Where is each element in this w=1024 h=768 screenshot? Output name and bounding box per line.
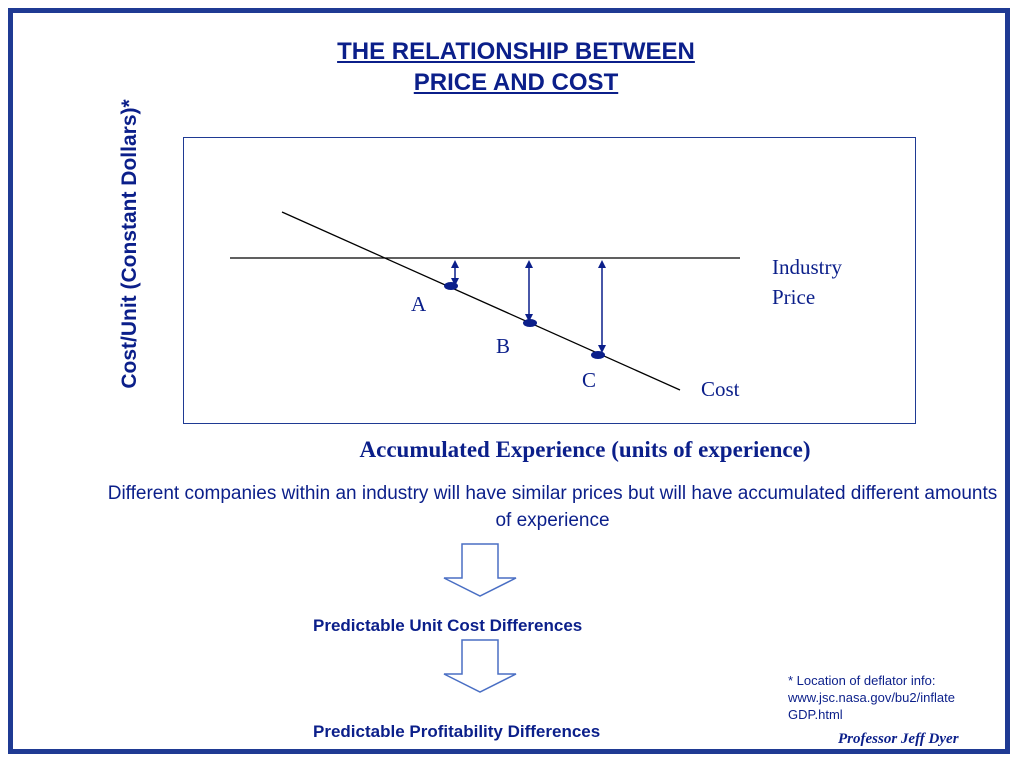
x-axis-label: Accumulated Experience (units of experie…	[359, 437, 811, 462]
point-c-dot	[591, 351, 605, 359]
point-c-label: C	[582, 368, 597, 392]
point-a-dot	[444, 282, 458, 290]
step-unit-cost: Predictable Unit Cost Differences	[313, 616, 583, 635]
slide-title: THE RELATIONSHIP BETWEEN PRICE AND COST	[256, 36, 776, 98]
plot-area	[183, 137, 916, 424]
industry-price-label-line-2: Price	[772, 285, 816, 309]
industry-price-label: Industry Price	[772, 252, 842, 312]
down-arrow-1	[443, 543, 517, 597]
description-text: Different companies within an industry w…	[107, 483, 998, 531]
cost-label: Cost	[701, 377, 740, 401]
footnote-line-2: www.jsc.nasa.gov/bu2/inflate	[788, 690, 955, 705]
title-line-2: PRICE AND COST	[413, 69, 619, 96]
footnote: * Location of deflator info: www.jsc.nas…	[788, 672, 988, 723]
point-b-label: B	[496, 334, 511, 358]
footnote-line-3: GDP.html	[788, 707, 843, 722]
down-arrow-2	[443, 639, 517, 693]
slide-frame	[8, 8, 1010, 754]
cost-curve-line	[281, 211, 681, 391]
step-profitability: Predictable Profitability Differences	[313, 722, 601, 741]
author-credit: Professor Jeff Dyer	[838, 731, 959, 747]
title-line-1: THE RELATIONSHIP BETWEEN	[337, 38, 695, 65]
industry-price-label-line-1: Industry	[772, 255, 842, 279]
point-a-label: A	[411, 292, 427, 316]
footnote-line-1: * Location of deflator info:	[788, 673, 936, 688]
point-b-dot	[523, 319, 537, 327]
